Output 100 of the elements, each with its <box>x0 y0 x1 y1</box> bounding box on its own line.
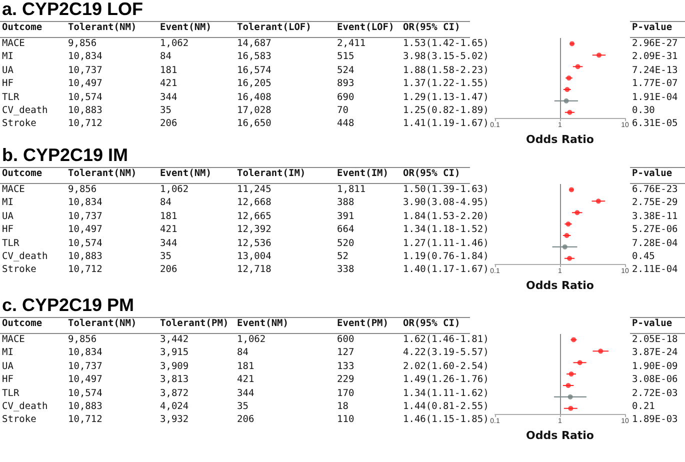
text: 84 <box>160 51 172 62</box>
text: 1.29(1.13-1.47) <box>403 92 489 103</box>
text: 127 <box>337 347 354 358</box>
text: 2.02(1.60-2.54) <box>403 360 489 372</box>
text: 3.38E-11 <box>632 210 678 222</box>
text: MI <box>2 197 14 208</box>
text: 35 <box>160 251 172 262</box>
text: 3,442 <box>160 334 189 345</box>
text: 391 <box>337 210 354 222</box>
text: 2,411 <box>337 38 366 49</box>
text: b. CYP2C19 IM <box>2 145 128 166</box>
text: 1.41(1.19-1.67) <box>403 118 489 130</box>
text: 421 <box>237 374 254 386</box>
text: 206 <box>237 414 254 426</box>
category-label: Outcome <box>2 318 42 329</box>
text: 10,834 <box>68 347 102 358</box>
category-label: Event(IM) <box>337 168 388 179</box>
text: 1.34(1.11-1.62) <box>403 388 489 399</box>
text: 3,909 <box>160 360 189 372</box>
text: MACE <box>2 334 25 345</box>
text: 181 <box>237 360 254 372</box>
category-label: Outcome <box>2 168 42 179</box>
text: 10,883 <box>68 401 102 412</box>
category-label: P-value <box>632 318 672 329</box>
x-axis-title: Odds Ratio <box>526 279 594 292</box>
category-label: Event(PM) <box>337 318 388 329</box>
text: 3.90(3.08-4.95) <box>403 197 489 208</box>
text: 1.77E-07 <box>632 78 678 90</box>
category-label: P-value <box>632 168 672 179</box>
text: 16,205 <box>237 78 272 90</box>
text: 893 <box>337 78 354 90</box>
text: 10,712 <box>68 264 102 276</box>
category-label: Event(NM) <box>160 22 212 33</box>
category-label: Tolerant(NM) <box>68 22 137 33</box>
text: 10,712 <box>68 414 102 426</box>
text: UA <box>2 64 14 76</box>
text: 14,687 <box>237 38 272 49</box>
text: MACE <box>2 38 25 49</box>
text: 2.05E-18 <box>632 334 678 345</box>
text: 10,574 <box>68 388 102 399</box>
text: 206 <box>160 264 178 276</box>
category-label: Tolerant(LOF) <box>237 22 312 33</box>
text: 1.40(1.17-1.67) <box>403 264 489 276</box>
text: 1.62(1.46-1.81) <box>403 334 489 345</box>
text: 3,872 <box>160 388 189 399</box>
text: 10,497 <box>68 78 102 90</box>
text: 6.76E-23 <box>632 184 678 195</box>
text: 7.24E-13 <box>632 64 678 76</box>
text: 2.96E-27 <box>632 38 678 49</box>
text: 12,536 <box>237 238 272 249</box>
text: 35 <box>237 401 248 412</box>
text: c. CYP2C19 PM <box>2 295 134 316</box>
text: 1.44(0.81-2.55) <box>403 401 489 412</box>
point <box>564 232 570 238</box>
text: 10,834 <box>68 51 102 62</box>
text: 4,024 <box>160 401 189 412</box>
text: 12,665 <box>237 210 272 222</box>
text: 4.22(3.19-5.57) <box>403 347 489 358</box>
text: 110 <box>337 414 354 426</box>
text: 229 <box>337 374 354 386</box>
text: 70 <box>337 105 348 116</box>
text: 7.28E-04 <box>632 238 678 249</box>
point <box>564 98 569 104</box>
point <box>568 406 574 411</box>
category-label: Event(NM) <box>237 318 288 329</box>
text: a. CYP2C19 LOF <box>2 0 144 20</box>
text: 0.21 <box>632 401 655 412</box>
text: 10,712 <box>68 118 102 130</box>
text: HF <box>2 224 14 236</box>
text: 690 <box>337 92 354 103</box>
text: 1.90E-09 <box>632 360 678 372</box>
category-label: Tolerant(PM) <box>160 318 229 329</box>
text: 10,737 <box>68 64 102 76</box>
text: CV_death <box>2 251 48 262</box>
text: UA <box>2 360 14 372</box>
text: 9,856 <box>68 184 97 195</box>
text: 11,245 <box>237 184 272 195</box>
text: 1.88(1.58-2.23) <box>403 64 489 76</box>
text: 344 <box>160 238 178 249</box>
text: 10,883 <box>68 251 102 262</box>
text: 181 <box>160 64 178 76</box>
text: 1.25(0.82-1.89) <box>403 105 489 116</box>
text: 0.30 <box>632 105 655 116</box>
text: 206 <box>160 118 178 130</box>
category-label: Tolerant(IM) <box>237 168 306 179</box>
text: 10,497 <box>68 374 102 386</box>
text: 448 <box>337 118 354 130</box>
text: 2.11E-04 <box>632 264 678 276</box>
text: 3.08E-06 <box>632 374 678 386</box>
point <box>566 382 571 388</box>
text: 1,062 <box>160 184 189 195</box>
point <box>598 348 604 354</box>
text: 1.27(1.11-1.46) <box>403 238 489 249</box>
category-label: Event(LOF) <box>337 22 394 33</box>
text: 170 <box>337 388 354 399</box>
point <box>596 198 601 204</box>
text: 16,583 <box>237 51 272 62</box>
text: 84 <box>237 347 248 358</box>
text: 515 <box>337 51 354 62</box>
text: 1.34(1.18-1.52) <box>403 224 489 236</box>
